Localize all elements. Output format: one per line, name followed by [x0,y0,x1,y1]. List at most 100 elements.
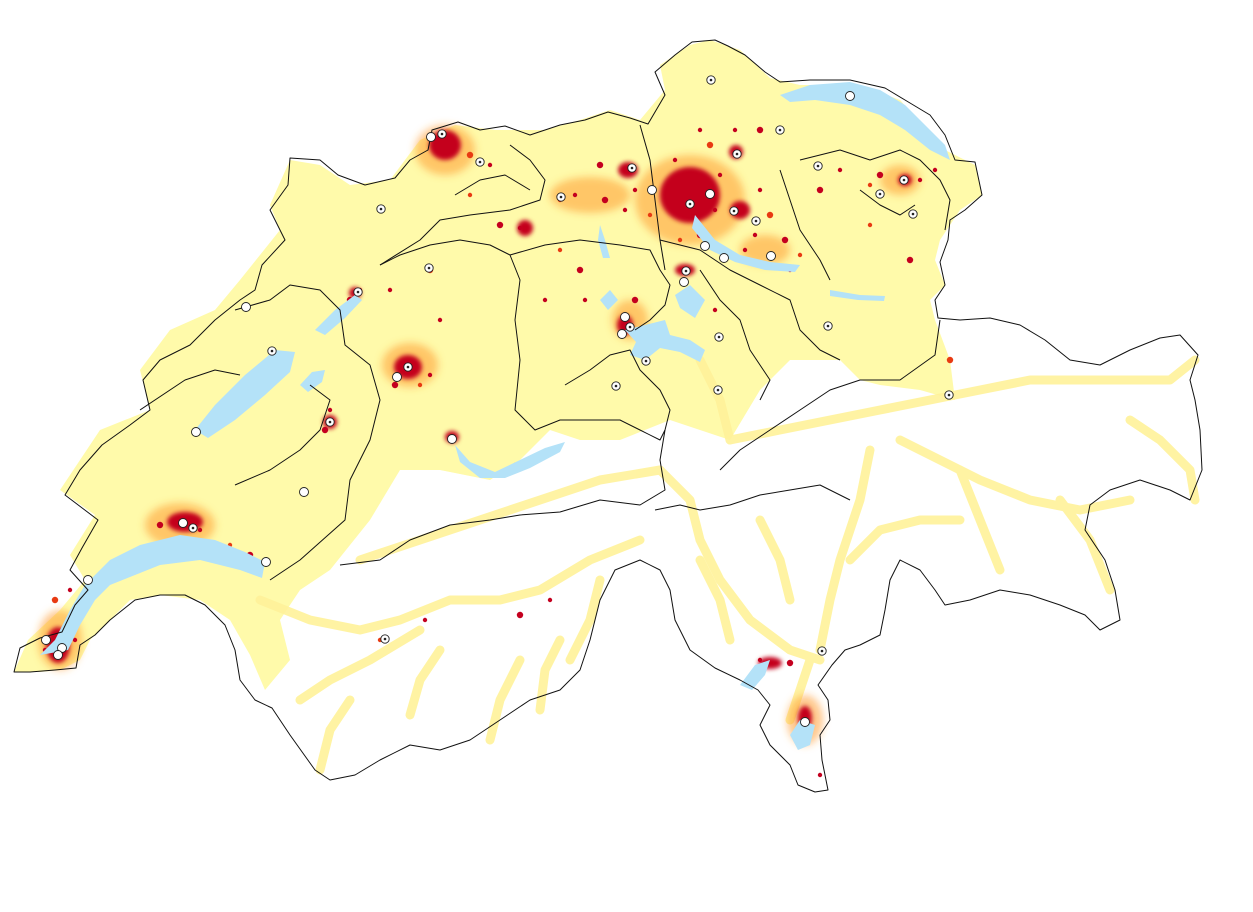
capital-city-marker[interactable] [944,390,954,400]
town-marker[interactable] [766,251,776,261]
town-marker[interactable] [705,189,715,199]
capital-city-marker[interactable] [813,161,823,171]
density-dot [732,127,738,133]
capital-city-marker[interactable] [627,163,637,173]
capital-city-marker[interactable] [424,263,434,273]
town-marker[interactable] [392,372,402,382]
town-marker[interactable] [845,91,855,101]
alpine-valley-band [895,435,1135,515]
town-marker[interactable] [41,635,51,645]
marker-center-dot [688,202,692,206]
density-dot [51,596,59,604]
capital-city-marker[interactable] [775,125,785,135]
lake-walen [830,290,885,301]
density-dot [427,372,433,378]
capital-city-marker[interactable] [403,362,413,372]
marker-circle [700,241,710,251]
marker-circle [299,487,309,497]
capital-city-marker[interactable] [685,199,695,209]
capital-city-marker[interactable] [714,332,724,342]
density-dot [67,587,73,593]
density-dot [327,407,333,413]
density-dot [752,232,758,238]
town-marker[interactable] [617,329,627,339]
capital-city-marker[interactable] [353,287,363,297]
capital-city-marker[interactable] [729,206,739,216]
capital-city-marker[interactable] [188,523,198,533]
town-marker[interactable] [426,132,436,142]
alpine-valley-band [755,515,795,605]
capital-city-marker[interactable] [908,209,918,219]
lake-murten [300,370,325,392]
town-marker[interactable] [83,575,93,585]
capital-city-marker[interactable] [713,385,723,395]
canton-border [564,349,671,431]
density-dot [516,611,524,619]
density-dot [632,187,638,193]
capital-city-marker[interactable] [899,175,909,185]
capital-city-marker[interactable] [625,322,635,332]
density-dot [156,521,164,529]
capital-city-marker[interactable] [875,189,885,199]
town-marker[interactable] [620,312,630,322]
town-marker[interactable] [299,487,309,497]
density-dot [876,171,884,179]
town-marker[interactable] [261,557,271,567]
marker-center-dot [383,637,387,641]
alpine-valley-band [355,465,665,565]
density-area [740,235,790,265]
settled-area [14,40,982,690]
density-dot [677,237,683,243]
capital-city-marker[interactable] [267,346,277,356]
density-dot [596,161,604,169]
town-marker[interactable] [700,241,710,251]
capital-city-marker[interactable] [751,216,761,226]
town-marker[interactable] [53,650,63,660]
capital-city-marker[interactable] [475,157,485,167]
town-marker[interactable] [719,253,729,263]
marker-circle [191,427,201,437]
marker-circle [800,717,810,727]
lake-sempach [600,290,618,310]
town-marker[interactable] [647,185,657,195]
marker-circle [83,575,93,585]
capital-city-marker[interactable] [437,129,447,139]
town-marker[interactable] [447,434,457,444]
capital-city-marker[interactable] [706,75,716,85]
capital-city-marker[interactable] [380,634,390,644]
town-marker[interactable] [191,427,201,437]
marker-center-dot [406,365,410,369]
marker-circle [766,251,776,261]
density-dot [766,211,774,219]
capital-city-marker[interactable] [823,321,833,331]
density-area [550,177,630,213]
marker-circle [426,132,436,142]
density-dot [582,297,588,303]
marker-circle [447,434,457,444]
lake-lucerne [625,320,705,362]
capital-city-marker[interactable] [325,417,335,427]
town-marker[interactable] [679,277,689,287]
capital-city-marker[interactable] [611,381,621,391]
marker-center-dot [754,219,758,223]
density-dot [391,381,399,389]
town-marker[interactable] [241,302,251,312]
capital-city-marker[interactable] [376,204,386,214]
lake-zurich [692,215,800,272]
town-marker[interactable] [178,518,188,528]
canton-border [379,239,666,441]
density-dot [757,657,763,663]
canton-border [654,484,851,511]
marker-circle [620,312,630,322]
capital-city-marker[interactable] [817,646,827,656]
town-marker[interactable] [800,717,810,727]
capital-city-marker[interactable] [556,192,566,202]
capital-city-marker[interactable] [681,266,691,276]
marker-center-dot [684,269,688,273]
marker-center-dot [820,649,824,653]
capital-city-marker[interactable] [732,149,742,159]
density-dot [647,212,653,218]
capital-city-marker[interactable] [641,356,651,366]
canton-border [659,239,841,361]
